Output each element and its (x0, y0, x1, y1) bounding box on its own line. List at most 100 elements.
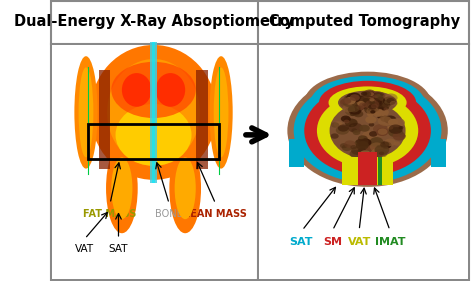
Bar (150, 42, 157, 183)
Circle shape (346, 104, 349, 105)
Circle shape (345, 119, 358, 127)
Circle shape (342, 98, 351, 104)
Circle shape (377, 145, 380, 148)
Circle shape (382, 107, 386, 110)
Circle shape (383, 104, 388, 107)
Circle shape (356, 139, 364, 144)
Circle shape (349, 100, 359, 107)
Ellipse shape (122, 73, 151, 107)
Circle shape (386, 101, 392, 106)
Circle shape (330, 133, 339, 139)
Circle shape (334, 121, 343, 127)
Circle shape (369, 131, 377, 137)
Circle shape (371, 97, 386, 107)
Circle shape (352, 103, 365, 111)
Circle shape (384, 139, 396, 146)
Ellipse shape (319, 81, 416, 124)
Bar (152, 42, 155, 183)
Circle shape (358, 135, 368, 142)
Circle shape (344, 97, 351, 102)
Circle shape (340, 99, 354, 108)
Circle shape (369, 123, 374, 126)
Circle shape (373, 92, 383, 98)
Circle shape (352, 100, 364, 108)
Bar (358, 157, 377, 185)
Text: IMAT: IMAT (375, 237, 405, 248)
Circle shape (349, 150, 361, 158)
Bar (431, 139, 446, 167)
Circle shape (368, 109, 370, 110)
Circle shape (357, 148, 371, 157)
Ellipse shape (174, 157, 196, 219)
Circle shape (387, 126, 393, 130)
Circle shape (348, 123, 363, 133)
Circle shape (399, 131, 403, 135)
Circle shape (349, 108, 361, 116)
Circle shape (374, 145, 389, 155)
Circle shape (353, 130, 360, 135)
Bar (342, 157, 393, 185)
Circle shape (370, 137, 383, 146)
Circle shape (392, 118, 405, 127)
Circle shape (350, 145, 357, 149)
Circle shape (380, 93, 384, 96)
Text: VAT: VAT (347, 237, 371, 248)
Circle shape (352, 102, 365, 111)
Ellipse shape (90, 45, 217, 180)
Circle shape (340, 99, 350, 105)
Circle shape (392, 132, 406, 140)
Circle shape (358, 102, 362, 104)
Circle shape (378, 99, 382, 101)
Circle shape (365, 100, 379, 110)
Circle shape (356, 141, 369, 150)
Circle shape (383, 96, 396, 105)
Circle shape (359, 101, 372, 109)
Ellipse shape (214, 67, 228, 157)
Circle shape (369, 92, 374, 96)
Ellipse shape (328, 87, 407, 119)
Circle shape (374, 96, 378, 98)
Circle shape (384, 100, 392, 105)
Circle shape (358, 141, 369, 148)
Circle shape (362, 103, 366, 106)
Circle shape (374, 149, 387, 158)
Circle shape (363, 98, 370, 103)
Circle shape (382, 103, 390, 108)
Bar (290, 139, 304, 167)
Circle shape (380, 141, 392, 149)
Circle shape (379, 142, 388, 148)
Circle shape (350, 93, 360, 99)
Circle shape (365, 91, 374, 97)
Circle shape (399, 126, 403, 129)
Circle shape (366, 92, 376, 98)
Circle shape (343, 98, 357, 107)
Circle shape (358, 136, 364, 139)
Circle shape (351, 125, 354, 127)
Circle shape (389, 124, 403, 134)
Circle shape (398, 133, 405, 138)
Circle shape (359, 103, 367, 108)
Circle shape (359, 150, 372, 158)
Bar (99, 70, 110, 169)
Circle shape (378, 128, 387, 135)
Circle shape (383, 107, 388, 110)
Circle shape (378, 116, 392, 126)
Ellipse shape (304, 72, 431, 133)
Text: Dual-Energy X-Ray Absoptiometry: Dual-Energy X-Ray Absoptiometry (14, 14, 293, 30)
Circle shape (374, 94, 383, 100)
Circle shape (340, 143, 347, 148)
Circle shape (394, 141, 400, 146)
Circle shape (385, 106, 389, 109)
Circle shape (366, 99, 374, 104)
Circle shape (388, 127, 403, 137)
Circle shape (374, 101, 388, 109)
Circle shape (374, 100, 380, 104)
Ellipse shape (111, 62, 196, 118)
Circle shape (356, 107, 359, 109)
Circle shape (345, 95, 353, 101)
Circle shape (338, 124, 349, 132)
Circle shape (348, 107, 355, 112)
Circle shape (364, 89, 376, 98)
Circle shape (394, 124, 398, 126)
Circle shape (358, 96, 364, 99)
